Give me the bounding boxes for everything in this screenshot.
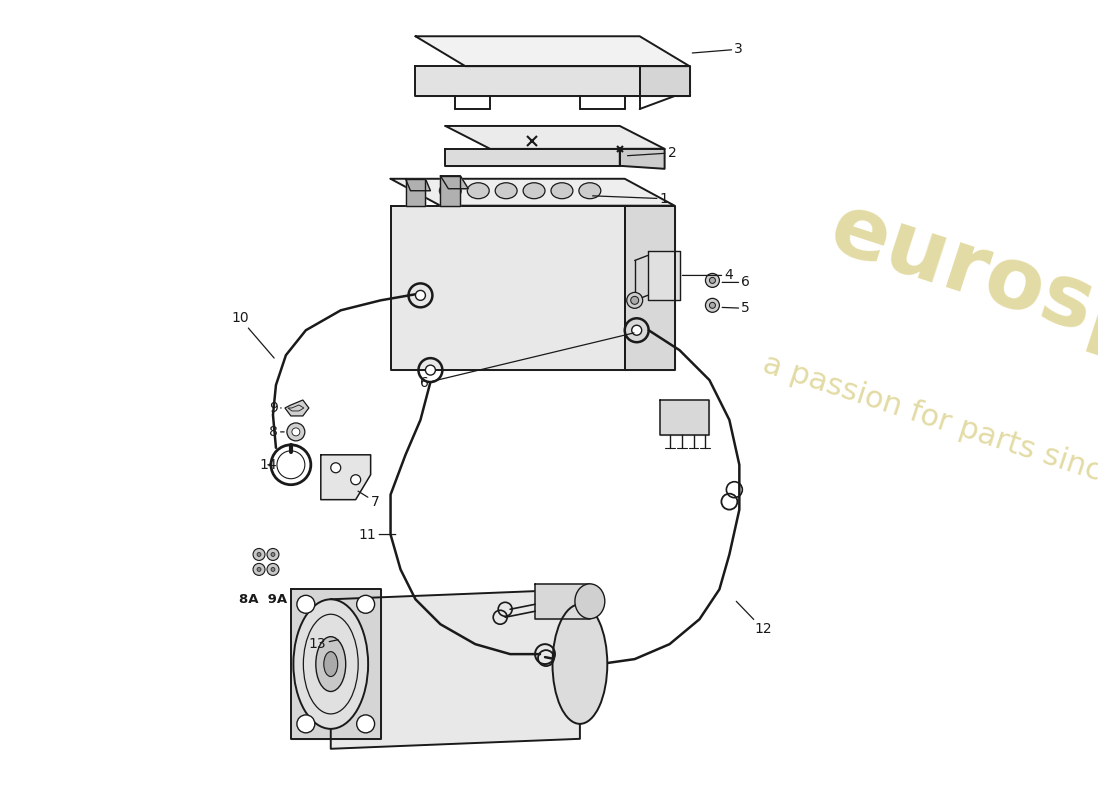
Text: 7: 7	[358, 491, 379, 509]
Polygon shape	[416, 66, 640, 96]
Text: 9: 9	[270, 401, 282, 415]
Polygon shape	[331, 590, 580, 749]
Circle shape	[331, 462, 341, 473]
Circle shape	[356, 715, 375, 733]
Circle shape	[257, 553, 261, 557]
Ellipse shape	[524, 182, 544, 198]
Ellipse shape	[551, 182, 573, 198]
Ellipse shape	[294, 599, 368, 729]
Circle shape	[271, 553, 275, 557]
Circle shape	[627, 292, 642, 308]
Text: 12: 12	[736, 602, 772, 636]
Ellipse shape	[495, 182, 517, 198]
Circle shape	[416, 290, 426, 300]
Ellipse shape	[552, 604, 607, 724]
Text: 13: 13	[309, 637, 338, 651]
Polygon shape	[440, 176, 469, 189]
Ellipse shape	[316, 637, 345, 691]
Polygon shape	[440, 176, 460, 206]
Circle shape	[705, 298, 719, 312]
Text: 14: 14	[258, 458, 276, 472]
Text: a passion for parts since 1985: a passion for parts since 1985	[759, 350, 1100, 520]
Polygon shape	[390, 206, 625, 370]
Polygon shape	[640, 66, 690, 96]
Circle shape	[426, 365, 436, 375]
Text: 3: 3	[692, 42, 744, 56]
Ellipse shape	[579, 182, 601, 198]
Circle shape	[257, 567, 261, 571]
Text: 6: 6	[723, 275, 750, 290]
Circle shape	[710, 302, 715, 308]
Text: 6: 6	[420, 333, 634, 390]
Polygon shape	[625, 206, 674, 370]
Text: 8: 8	[270, 425, 284, 439]
Polygon shape	[446, 149, 619, 166]
Polygon shape	[406, 178, 430, 190]
Ellipse shape	[323, 652, 338, 677]
Circle shape	[630, 296, 639, 304]
Polygon shape	[285, 400, 309, 416]
Circle shape	[351, 474, 361, 485]
Text: 1: 1	[593, 192, 669, 206]
Circle shape	[710, 278, 715, 283]
Ellipse shape	[468, 182, 490, 198]
Polygon shape	[619, 149, 664, 169]
Circle shape	[297, 595, 315, 614]
Ellipse shape	[439, 182, 461, 198]
Text: 2: 2	[627, 146, 676, 160]
Circle shape	[297, 715, 315, 733]
Circle shape	[267, 563, 279, 575]
Polygon shape	[446, 126, 664, 149]
Circle shape	[292, 428, 300, 436]
Circle shape	[267, 549, 279, 561]
Circle shape	[356, 595, 375, 614]
Circle shape	[271, 567, 275, 571]
Text: 10: 10	[231, 311, 274, 358]
Polygon shape	[290, 590, 381, 739]
Circle shape	[705, 274, 719, 287]
Circle shape	[631, 326, 641, 335]
Text: 11: 11	[359, 527, 396, 542]
Circle shape	[287, 423, 305, 441]
Polygon shape	[416, 36, 690, 66]
Polygon shape	[660, 400, 710, 435]
Text: 4: 4	[682, 269, 733, 282]
Circle shape	[253, 563, 265, 575]
Polygon shape	[535, 584, 590, 619]
Ellipse shape	[575, 584, 605, 618]
Polygon shape	[390, 178, 674, 206]
Text: eurospares: eurospares	[820, 186, 1100, 434]
Polygon shape	[648, 250, 680, 300]
Text: 8A  9A: 8A 9A	[239, 593, 287, 606]
Text: 5: 5	[723, 302, 750, 315]
Polygon shape	[321, 455, 371, 500]
Polygon shape	[406, 178, 426, 206]
Circle shape	[253, 549, 265, 561]
